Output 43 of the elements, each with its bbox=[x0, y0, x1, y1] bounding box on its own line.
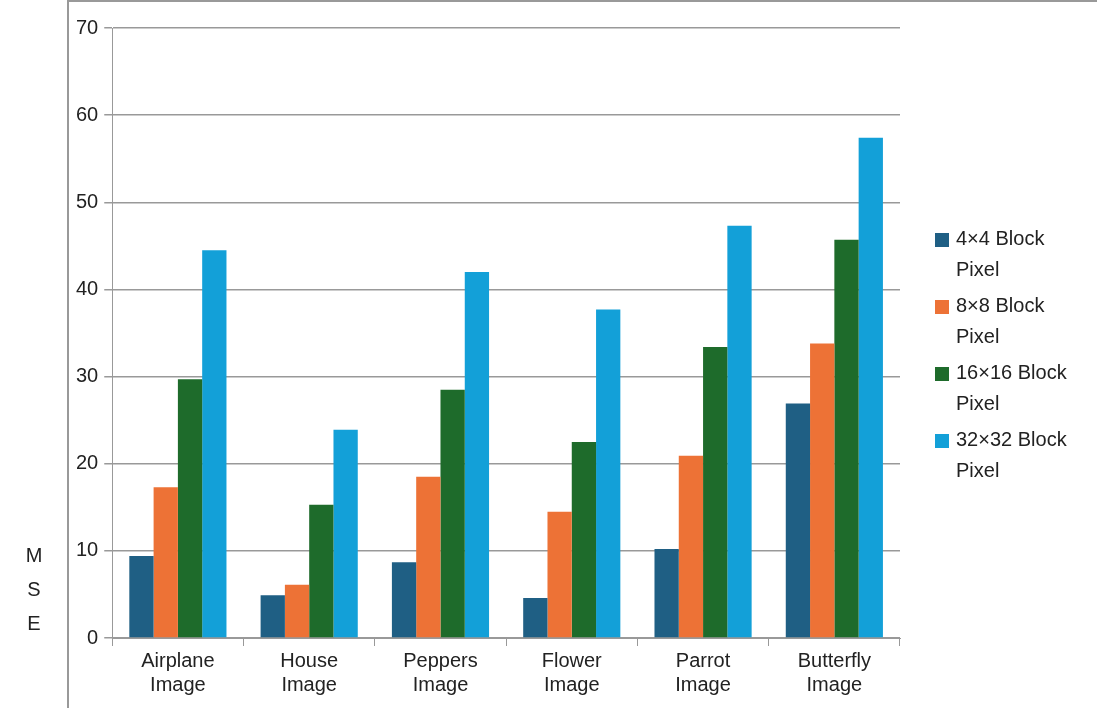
legend-label: 16×16 Block Pixel bbox=[956, 360, 1068, 416]
bar bbox=[129, 556, 154, 638]
y-tick-label: 60 bbox=[76, 102, 99, 125]
bar bbox=[202, 250, 227, 638]
bar bbox=[391, 562, 417, 638]
y-tick-label: 50 bbox=[76, 189, 99, 212]
bar bbox=[416, 476, 441, 638]
bar bbox=[440, 389, 465, 638]
bar bbox=[727, 225, 752, 638]
x-tick-label: Peppers Image bbox=[403, 648, 478, 695]
x-tick-label: House Image bbox=[280, 648, 339, 695]
bar bbox=[654, 549, 679, 638]
bar bbox=[309, 504, 334, 638]
y-tick-label: 0 bbox=[87, 625, 99, 648]
y-axis-title: MSE bbox=[24, 543, 44, 636]
x-tick-label: Airplane Image bbox=[141, 648, 215, 695]
y-tick-label: 40 bbox=[76, 276, 99, 299]
legend-label: 32×32 Block Pixel bbox=[956, 427, 1068, 483]
x-tick-label: Flower Image bbox=[541, 648, 603, 695]
bar bbox=[260, 595, 285, 638]
bar bbox=[785, 403, 811, 638]
bar bbox=[284, 584, 310, 638]
bar bbox=[547, 511, 572, 638]
bar bbox=[810, 343, 835, 638]
bar bbox=[834, 239, 859, 638]
legend-label: 8×8 Block Pixel bbox=[956, 293, 1046, 349]
y-tick-label: 30 bbox=[76, 364, 99, 387]
x-tick-label: Parrot Image bbox=[675, 648, 731, 695]
bar bbox=[571, 441, 597, 638]
bar bbox=[523, 597, 548, 638]
bar bbox=[333, 429, 358, 638]
bar bbox=[858, 137, 883, 638]
bar bbox=[464, 272, 490, 638]
x-tick-label: Butterfly Image bbox=[797, 648, 872, 695]
bar bbox=[678, 455, 704, 638]
bar bbox=[177, 379, 203, 638]
y-tick-label: 20 bbox=[76, 451, 99, 474]
bar bbox=[703, 346, 728, 638]
y-tick-label: 10 bbox=[76, 538, 99, 561]
bar bbox=[153, 487, 178, 638]
legend-label: 4×4 Block Pixel bbox=[956, 226, 1046, 282]
y-tick-label: 70 bbox=[76, 15, 99, 38]
bar bbox=[596, 309, 621, 638]
